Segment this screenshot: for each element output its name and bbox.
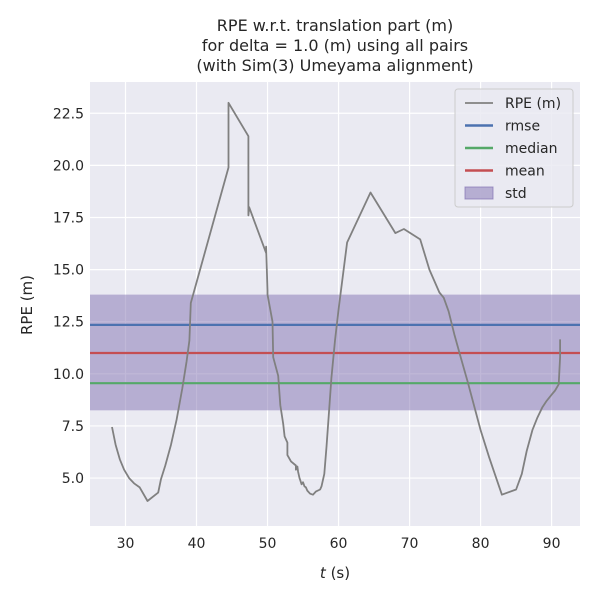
- y-tick-label: 7.5: [62, 419, 84, 435]
- x-tick-label: 70: [401, 536, 419, 552]
- x-tick-labels: 30 40 50 60 70 80 90: [117, 536, 561, 552]
- chart-title: RPE w.r.t. translation part (m) for delt…: [196, 16, 473, 75]
- y-tick-label: 22.5: [53, 106, 84, 122]
- y-tick-label: 12.5: [53, 315, 84, 331]
- y-tick-label: 20.0: [53, 158, 84, 174]
- title-line-2: for delta = 1.0 (m) using all pairs: [202, 36, 468, 55]
- legend: RPE (m) rmse median mean std: [454, 88, 574, 208]
- x-tick-label: 30: [117, 536, 135, 552]
- title-line-3: (with Sim(3) Umeyama alignment): [196, 56, 473, 75]
- x-axis-unit: (s): [326, 564, 350, 582]
- legend-label-median: median: [505, 141, 557, 157]
- legend-frame: [454, 88, 574, 208]
- y-tick-label: 17.5: [53, 210, 84, 226]
- rpe-series-line: [111, 101, 561, 502]
- legend-label-std: std: [505, 186, 527, 202]
- legend-label-rpe: RPE (m): [505, 96, 561, 112]
- x-tick-label: 90: [543, 536, 561, 552]
- legend-label-mean: mean: [505, 164, 545, 180]
- title-line-1: RPE w.r.t. translation part (m): [217, 16, 453, 35]
- legend-label-rmse: rmse: [505, 119, 540, 135]
- y-tick-labels: 5.0 7.5 10.0 12.5 15.0 17.5 20.0 22.5: [53, 106, 84, 487]
- x-tick-label: 50: [259, 536, 277, 552]
- y-tick-label: 15.0: [53, 263, 84, 279]
- x-axis-var: t: [320, 564, 327, 582]
- y-tick-label: 10.0: [53, 367, 84, 383]
- y-tick-label: 5.0: [62, 471, 84, 487]
- y-axis-label: RPE (m): [18, 275, 36, 335]
- x-tick-label: 40: [188, 536, 206, 552]
- x-tick-label: 80: [472, 536, 490, 552]
- legend-swatch-std: [464, 186, 494, 200]
- x-axis-label: t (s): [320, 564, 350, 582]
- x-tick-label: 60: [330, 536, 348, 552]
